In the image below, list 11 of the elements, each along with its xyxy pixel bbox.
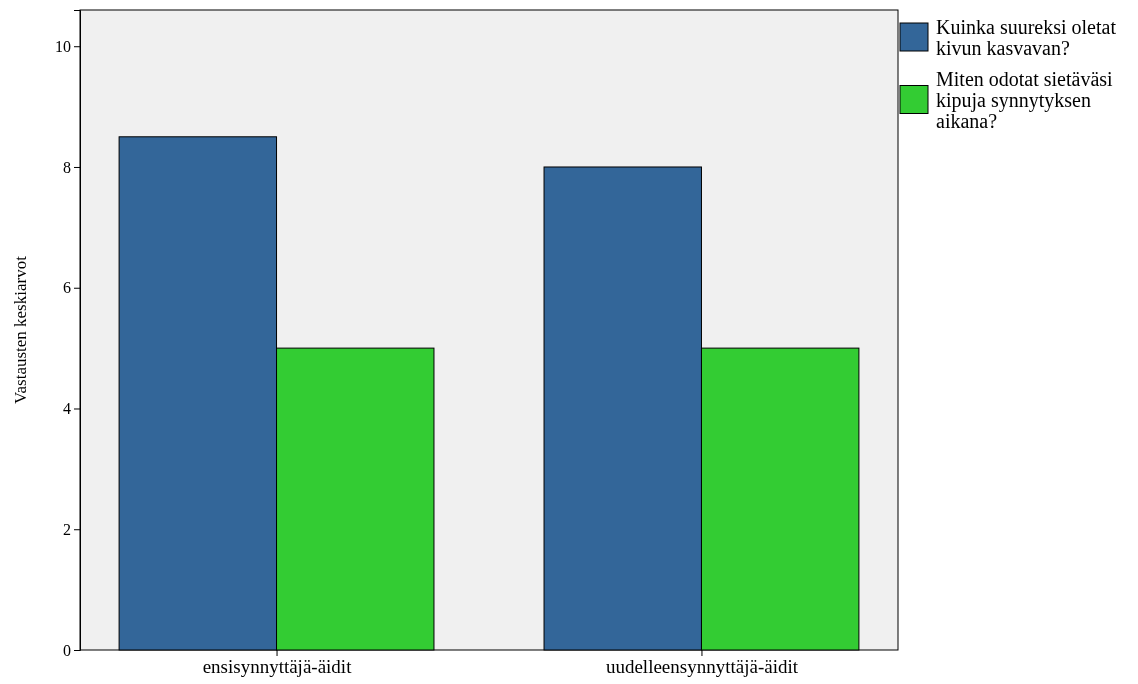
y-tick-label: 10 <box>55 37 71 55</box>
y-tick-label: 2 <box>63 520 71 538</box>
x-tick-label: ensisynnyttäjä-äidit <box>202 656 353 678</box>
y-tick-label: 4 <box>63 400 71 418</box>
x-tick-label: uudelleensynnyttäjä-äidit <box>605 656 799 678</box>
y-tick-label: 8 <box>63 158 71 176</box>
y-tick-label: 0 <box>63 641 71 659</box>
legend-label: Kuinka suureksi oletat kivun kasvavan? <box>936 16 1117 59</box>
legend-label: Miten odotat sietäväsi kipuja synnytyksen aikana? <box>936 68 1114 132</box>
y-axis-title: Vastausten keskiarvot <box>11 255 30 404</box>
y-tick-label: 6 <box>63 279 71 297</box>
